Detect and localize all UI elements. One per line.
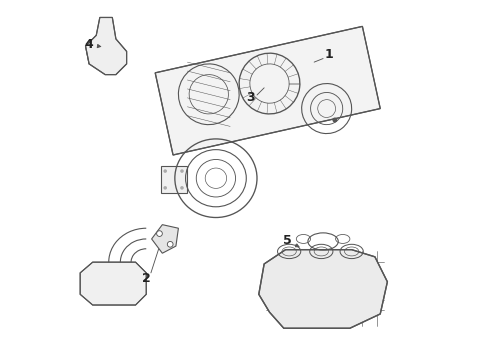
Ellipse shape — [180, 186, 183, 190]
Text: 5: 5 — [283, 234, 291, 247]
Ellipse shape — [332, 117, 337, 122]
Polygon shape — [151, 225, 178, 253]
Text: 3: 3 — [246, 91, 255, 104]
Ellipse shape — [167, 242, 173, 247]
Ellipse shape — [163, 169, 166, 173]
Polygon shape — [80, 262, 146, 305]
Polygon shape — [85, 18, 126, 75]
Polygon shape — [155, 26, 380, 155]
Ellipse shape — [180, 169, 183, 173]
Ellipse shape — [156, 231, 162, 237]
FancyBboxPatch shape — [160, 166, 187, 193]
Ellipse shape — [163, 186, 166, 190]
Text: 4: 4 — [84, 38, 93, 51]
Text: 1: 1 — [324, 49, 332, 62]
Polygon shape — [258, 249, 386, 328]
Text: 2: 2 — [142, 272, 150, 285]
